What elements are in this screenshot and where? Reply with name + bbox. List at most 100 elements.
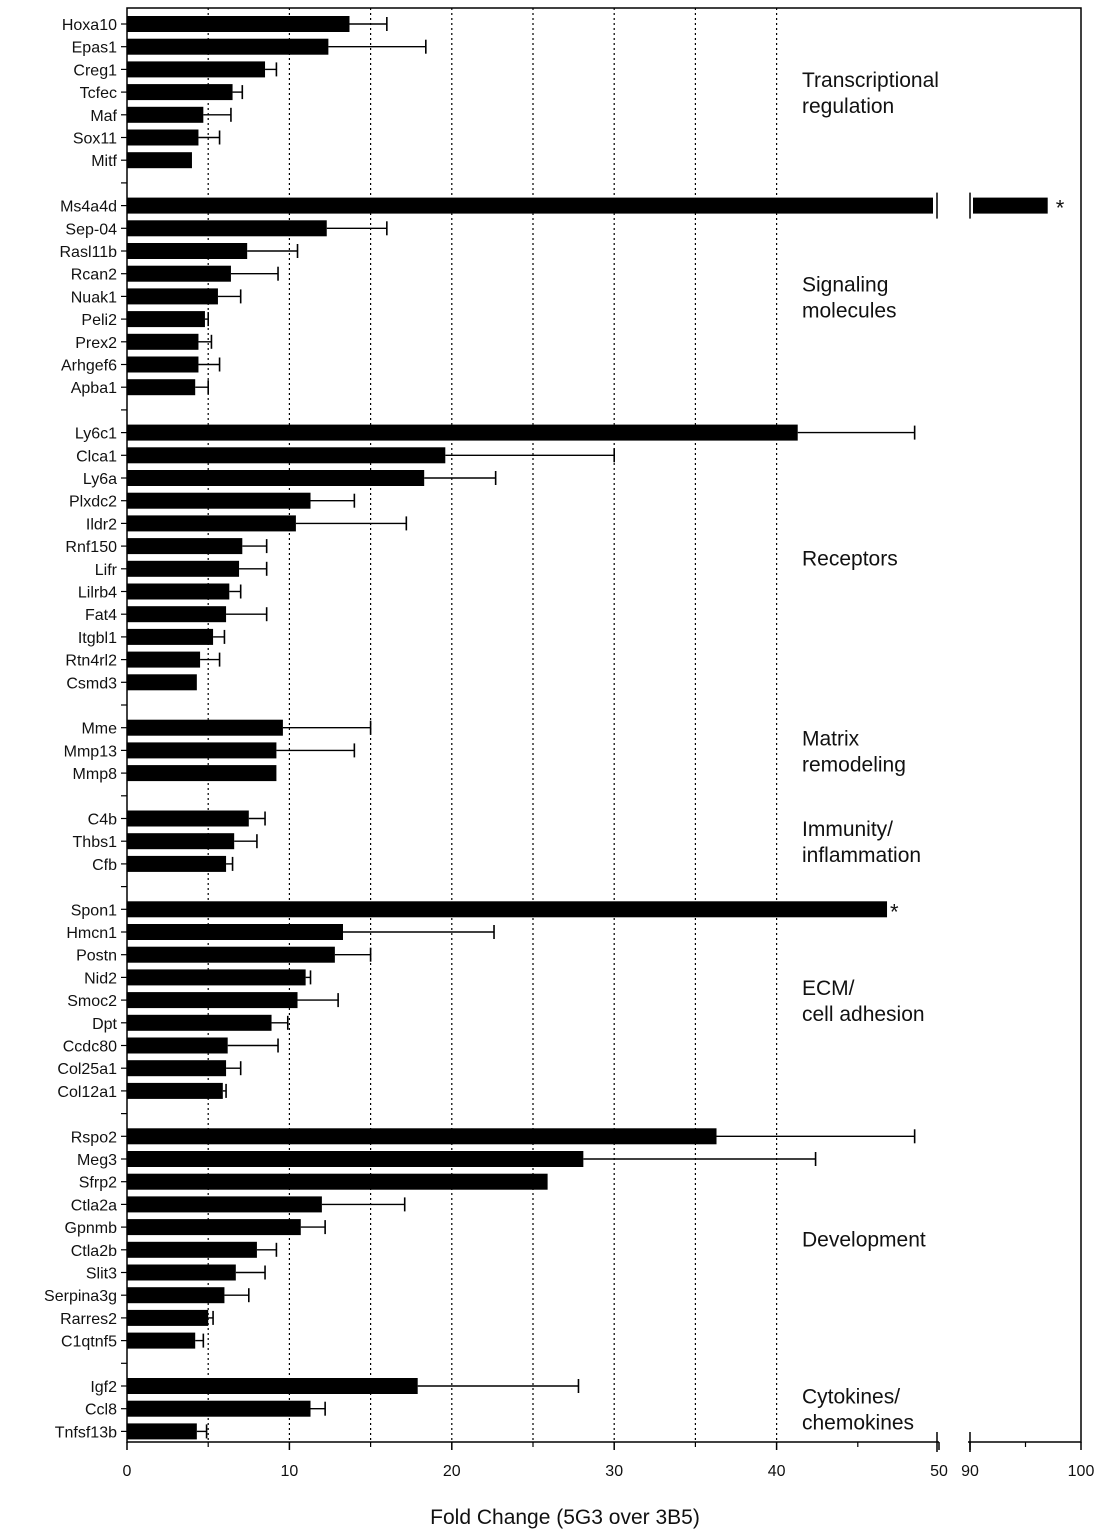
bar <box>127 1219 301 1236</box>
bar <box>127 265 231 282</box>
category-label: Ctla2b <box>71 1243 117 1260</box>
bar <box>127 946 335 963</box>
category-label: Lifr <box>95 562 118 579</box>
bar <box>127 333 199 350</box>
category-label: Hmcn1 <box>66 925 117 942</box>
x-tick-label: 30 <box>605 1463 623 1480</box>
group-label: Cytokines/ <box>802 1386 900 1409</box>
group-label: remodeling <box>802 753 906 776</box>
category-label: Spon1 <box>71 902 117 919</box>
bar <box>127 855 227 872</box>
category-label: Rtn4rl2 <box>65 653 117 670</box>
group-label: regulation <box>802 95 894 118</box>
category-label: Col12a1 <box>57 1084 117 1101</box>
axis-break-gap <box>939 1440 968 1446</box>
category-label: Mmp13 <box>64 743 117 760</box>
group-label: Matrix <box>802 727 860 750</box>
bar <box>127 470 425 486</box>
bar <box>127 311 205 328</box>
category-label: Sep-04 <box>65 221 117 238</box>
category-label: Arhgef6 <box>61 358 117 375</box>
bar <box>127 1173 548 1190</box>
bar <box>127 84 233 101</box>
bar <box>127 765 277 782</box>
bar <box>127 674 197 691</box>
bar <box>127 992 298 1009</box>
bar <box>127 379 196 396</box>
bar <box>127 16 350 32</box>
category-label: Rasl11b <box>59 244 117 261</box>
bar <box>127 1014 272 1031</box>
group-label: Immunity/ <box>802 818 893 841</box>
bar <box>127 129 199 146</box>
bar <box>127 560 240 577</box>
x-axis-title: Fold Change (5G3 over 3B5) <box>430 1506 700 1529</box>
category-label: Lilrb4 <box>78 585 117 602</box>
category-label: Epas1 <box>72 40 117 57</box>
bar <box>127 1264 236 1281</box>
bar <box>127 424 798 441</box>
category-label: Tcfec <box>80 85 117 102</box>
bar <box>127 1423 197 1440</box>
category-label: C1qtnf5 <box>61 1334 117 1351</box>
group-label: ECM/ <box>802 977 855 1000</box>
group-label: Signaling <box>802 273 888 296</box>
group-label: Receptors <box>802 547 898 570</box>
category-label: Ccl8 <box>85 1402 117 1419</box>
bar <box>127 1037 228 1054</box>
x-tick-label: 10 <box>281 1463 299 1480</box>
category-label: Ms4a4d <box>60 199 117 216</box>
category-label: Rnf150 <box>65 539 117 556</box>
category-label: Igf2 <box>90 1379 117 1396</box>
x-tick-label: 0 <box>123 1463 132 1480</box>
bar <box>127 901 888 918</box>
bar <box>127 243 248 259</box>
category-label: Clca1 <box>76 448 117 465</box>
bar <box>127 583 230 600</box>
x-tick-label: 20 <box>443 1463 461 1480</box>
category-label: Csmd3 <box>66 675 117 692</box>
bar <box>127 606 227 623</box>
group-label: cell adhesion <box>802 1003 925 1026</box>
bar <box>127 719 283 736</box>
category-label: Cfb <box>92 857 117 874</box>
bar <box>127 61 266 78</box>
group-label: Development <box>802 1228 926 1251</box>
bar <box>127 924 343 940</box>
category-label: Ccdc80 <box>63 1039 117 1056</box>
bar <box>127 1309 209 1326</box>
bar <box>127 1287 225 1304</box>
bar <box>127 1332 196 1349</box>
category-label: Ly6c1 <box>75 426 117 443</box>
x-tick-label: 40 <box>768 1463 786 1480</box>
category-label: Dpt <box>92 1016 117 1033</box>
bar <box>127 152 192 169</box>
bar <box>127 447 446 464</box>
category-label: C4b <box>88 812 117 829</box>
category-label: Plxdc2 <box>69 494 117 511</box>
bar <box>127 38 329 55</box>
category-label: Nuak1 <box>71 289 117 306</box>
x-tick-label: 50 <box>930 1463 948 1480</box>
bar <box>127 1196 322 1213</box>
bar <box>127 1151 584 1167</box>
bar <box>127 651 201 668</box>
category-label: Peli2 <box>81 312 117 329</box>
category-label: Ildr2 <box>86 516 117 533</box>
category-label: Apba1 <box>71 380 117 397</box>
category-label: Nid2 <box>84 970 117 987</box>
bar <box>127 833 235 850</box>
bar <box>127 1378 418 1394</box>
category-label: Serpina3g <box>44 1288 117 1305</box>
category-label: Tnfsf13b <box>55 1424 117 1441</box>
significance-asterisk: * <box>890 899 899 924</box>
bar <box>127 628 214 645</box>
x-tick-label: 90 <box>961 1463 979 1480</box>
group-label: chemokines <box>802 1412 914 1435</box>
bar <box>127 515 296 532</box>
category-label: Thbs1 <box>73 834 118 851</box>
bar <box>127 492 311 509</box>
significance-asterisk: * <box>1056 196 1065 221</box>
category-label: Ctla2a <box>71 1197 117 1214</box>
